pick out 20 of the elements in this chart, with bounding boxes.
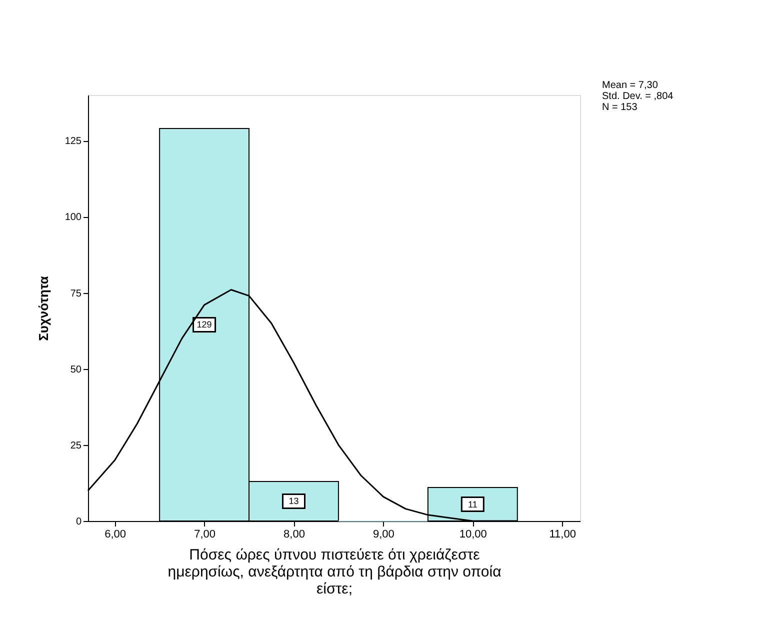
x-tick-label: 8,00	[284, 528, 305, 540]
y-axis-title: Συχνότητα	[36, 276, 51, 341]
y-tick-label: 100	[64, 212, 82, 224]
text: Std. Dev. = ,804	[602, 91, 674, 102]
y-tick-label: 50	[70, 364, 82, 376]
data-label: 129	[196, 320, 212, 330]
x-tick-label: 6,00	[104, 528, 126, 540]
text: Mean = 7,30	[602, 80, 658, 91]
y-tick-label: 25	[70, 440, 82, 452]
text: N = 153	[602, 102, 638, 113]
y-tick-label: 75	[70, 288, 82, 300]
y-tick-label: 0	[76, 516, 82, 528]
x-tick-label: 11,00	[549, 528, 576, 540]
x-tick-label: 10,00	[459, 528, 487, 540]
data-label: 11	[468, 499, 478, 510]
x-tick-label: 9,00	[372, 528, 394, 540]
data-label: 13	[288, 496, 299, 506]
y-tick-label: 125	[64, 136, 82, 148]
x-tick-label: 7,00	[194, 528, 216, 540]
x-axis-title: Πόσες ώρες ύπνου πιστεύετε ότι χρειάζεστε ημερησίως, ανεξάρτητα από τη βάρδια στην οποία είστε;	[168, 546, 502, 598]
